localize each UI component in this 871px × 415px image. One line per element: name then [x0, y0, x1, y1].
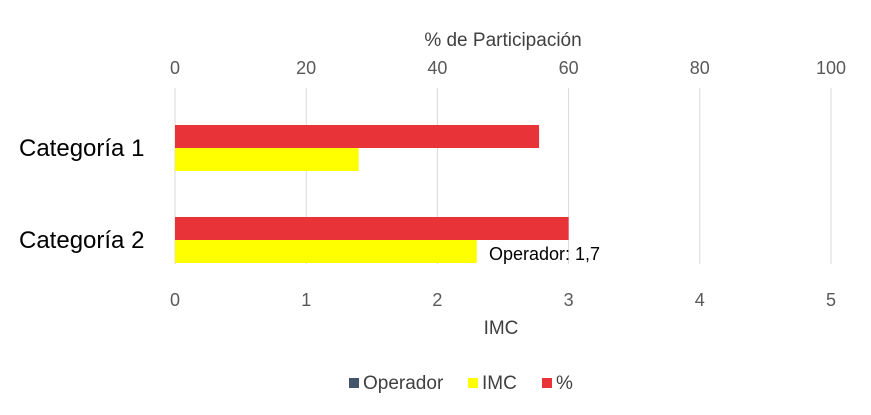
- category-label: Categoría 1: [19, 135, 144, 162]
- legend-swatch: [468, 378, 478, 388]
- bottom-axis-title: IMC: [484, 318, 519, 339]
- bar-percent: [175, 125, 540, 148]
- top-tick-label: 40: [427, 58, 447, 78]
- legend-swatch: [349, 378, 359, 388]
- bottom-tick-label: 2: [432, 290, 442, 310]
- top-tick-label: 0: [170, 58, 180, 78]
- top-tick-label: 20: [296, 58, 316, 78]
- legend-label: IMC: [482, 373, 517, 394]
- top-tick-label: 80: [690, 58, 710, 78]
- legend-swatch: [542, 378, 552, 388]
- bottom-tick-label: 3: [564, 290, 574, 310]
- bar-percent: [175, 217, 569, 240]
- bar-imc: [175, 240, 477, 263]
- bottom-tick-label: 4: [695, 290, 705, 310]
- legend-label: Operador: [363, 373, 444, 394]
- bottom-tick-label: 0: [170, 290, 180, 310]
- category-label: Categoría 2: [19, 227, 144, 254]
- top-axis-title: % de Participación: [424, 30, 581, 51]
- bottom-tick-label: 1: [301, 290, 311, 310]
- bottom-tick-label: 5: [826, 290, 836, 310]
- legend-label: %: [556, 373, 573, 394]
- data-label-operador: Operador: 1,7: [489, 244, 600, 264]
- top-axis-ticks: 0 20 40 60 80 100: [170, 58, 846, 78]
- legend: Operador IMC%: [349, 373, 573, 394]
- bottom-axis-ticks: 0 1 2 3 4 5: [170, 290, 836, 310]
- top-tick-label: 100: [816, 58, 846, 78]
- top-tick-label: 60: [559, 58, 579, 78]
- category-labels: Categoría 1 Categoría 2: [19, 135, 144, 254]
- bars: [175, 125, 569, 263]
- bar-imc: [175, 148, 359, 171]
